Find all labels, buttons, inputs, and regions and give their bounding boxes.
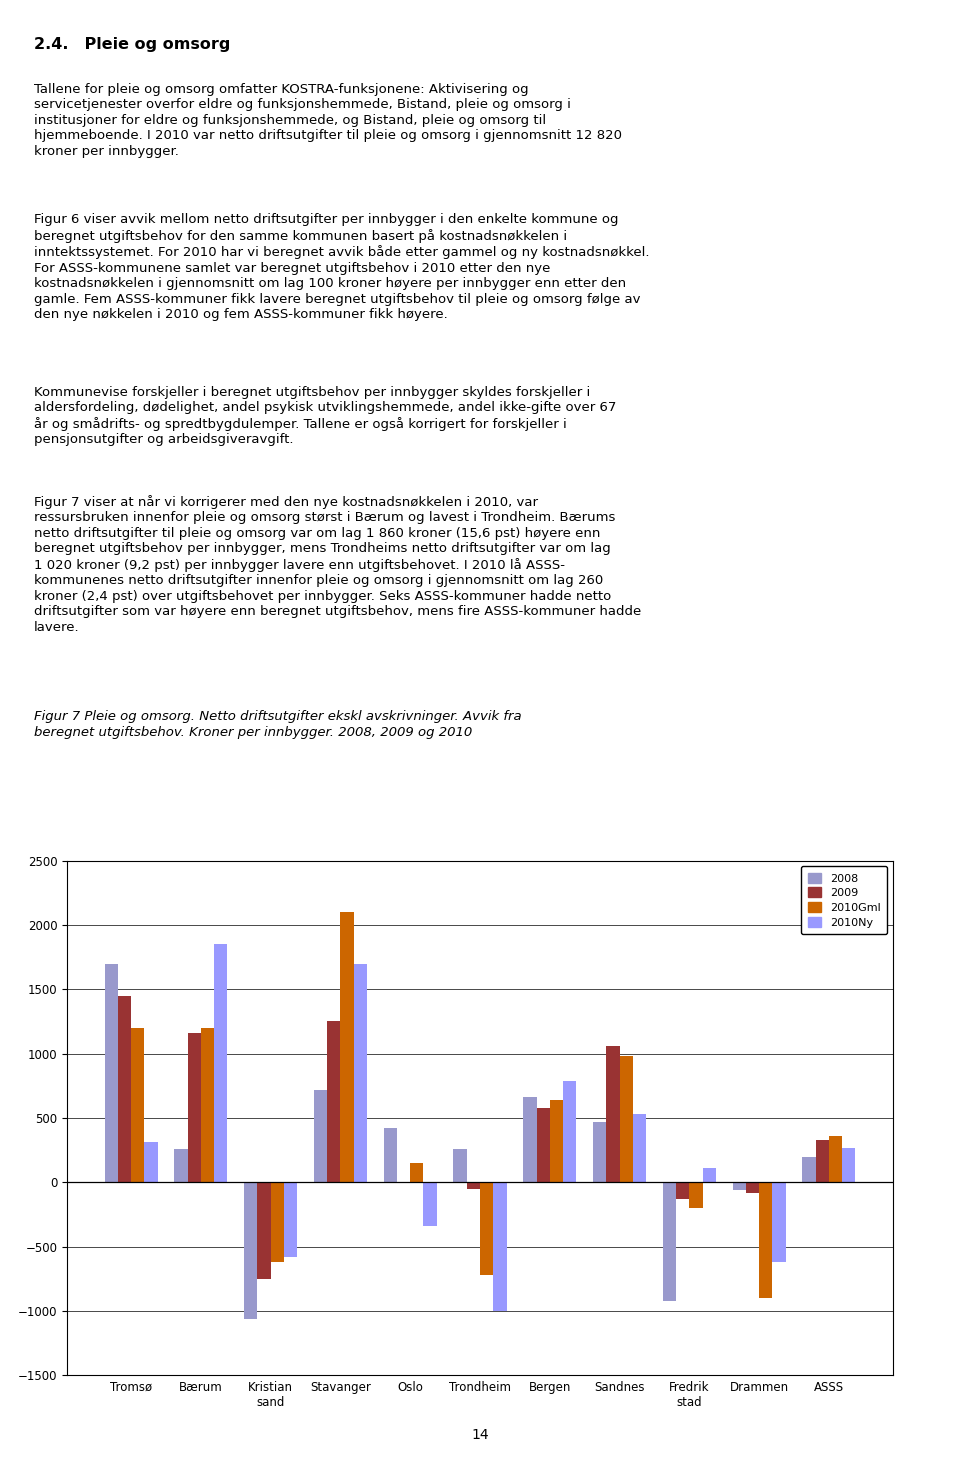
Bar bbox=[746, 1183, 759, 1193]
Bar bbox=[467, 1183, 480, 1189]
Bar bbox=[593, 1122, 607, 1183]
Bar bbox=[732, 1183, 746, 1190]
Bar bbox=[201, 1028, 214, 1183]
Bar bbox=[537, 1108, 550, 1183]
Bar bbox=[828, 1136, 842, 1183]
Bar bbox=[480, 1183, 493, 1275]
Legend: 2008, 2009, 2010Gml, 2010Ny: 2008, 2009, 2010Gml, 2010Ny bbox=[801, 866, 887, 934]
Text: 2.4. Pleie og omsorg: 2.4. Pleie og omsorg bbox=[34, 37, 230, 51]
Text: Tallene for pleie og omsorg omfatter KOSTRA-funksjonene: Aktivisering og
service: Tallene for pleie og omsorg omfatter KOS… bbox=[34, 82, 622, 157]
Bar bbox=[759, 1183, 772, 1299]
Bar bbox=[550, 1100, 563, 1183]
Bar bbox=[214, 944, 228, 1183]
Bar bbox=[145, 1143, 157, 1183]
Text: Figur 7 Pleie og omsorg. Netto driftsutgifter ekskl avskrivninger. Avvik fra
ber: Figur 7 Pleie og omsorg. Netto driftsutg… bbox=[34, 710, 521, 738]
Bar bbox=[493, 1183, 507, 1311]
Text: Kommunevise forskjeller i beregnet utgiftsbehov per innbygger skyldes forskjelle: Kommunevise forskjeller i beregnet utgif… bbox=[34, 385, 616, 446]
Bar bbox=[244, 1183, 257, 1318]
Bar bbox=[563, 1081, 576, 1183]
Bar bbox=[842, 1147, 855, 1183]
Bar bbox=[118, 996, 132, 1183]
Bar bbox=[523, 1097, 537, 1183]
Text: Figur 6 viser avvik mellom netto driftsutgifter per innbygger i den enkelte komm: Figur 6 viser avvik mellom netto driftsu… bbox=[34, 213, 649, 321]
Bar bbox=[410, 1164, 423, 1183]
Bar bbox=[132, 1028, 145, 1183]
Bar bbox=[314, 1090, 327, 1183]
Bar bbox=[271, 1183, 284, 1262]
Bar bbox=[676, 1183, 689, 1199]
Bar bbox=[423, 1183, 437, 1227]
Bar bbox=[341, 912, 353, 1183]
Bar bbox=[284, 1183, 298, 1256]
Bar bbox=[384, 1128, 397, 1183]
Text: 14: 14 bbox=[471, 1427, 489, 1442]
Bar bbox=[607, 1046, 619, 1183]
Bar bbox=[689, 1183, 703, 1208]
Bar bbox=[353, 964, 367, 1183]
Bar bbox=[703, 1168, 716, 1183]
Bar bbox=[633, 1114, 646, 1183]
Bar bbox=[257, 1183, 271, 1278]
Bar bbox=[327, 1021, 341, 1183]
Bar bbox=[815, 1140, 828, 1183]
Bar bbox=[662, 1183, 676, 1300]
Bar bbox=[105, 964, 118, 1183]
Text: Figur 7 viser at når vi korrigerer med den nye kostnadsnøkkelen i 2010, var
ress: Figur 7 viser at når vi korrigerer med d… bbox=[34, 494, 641, 634]
Bar bbox=[619, 1056, 633, 1183]
Bar bbox=[803, 1156, 815, 1183]
Bar bbox=[772, 1183, 785, 1262]
Bar bbox=[188, 1033, 201, 1183]
Bar bbox=[453, 1149, 467, 1183]
Bar bbox=[175, 1149, 188, 1183]
